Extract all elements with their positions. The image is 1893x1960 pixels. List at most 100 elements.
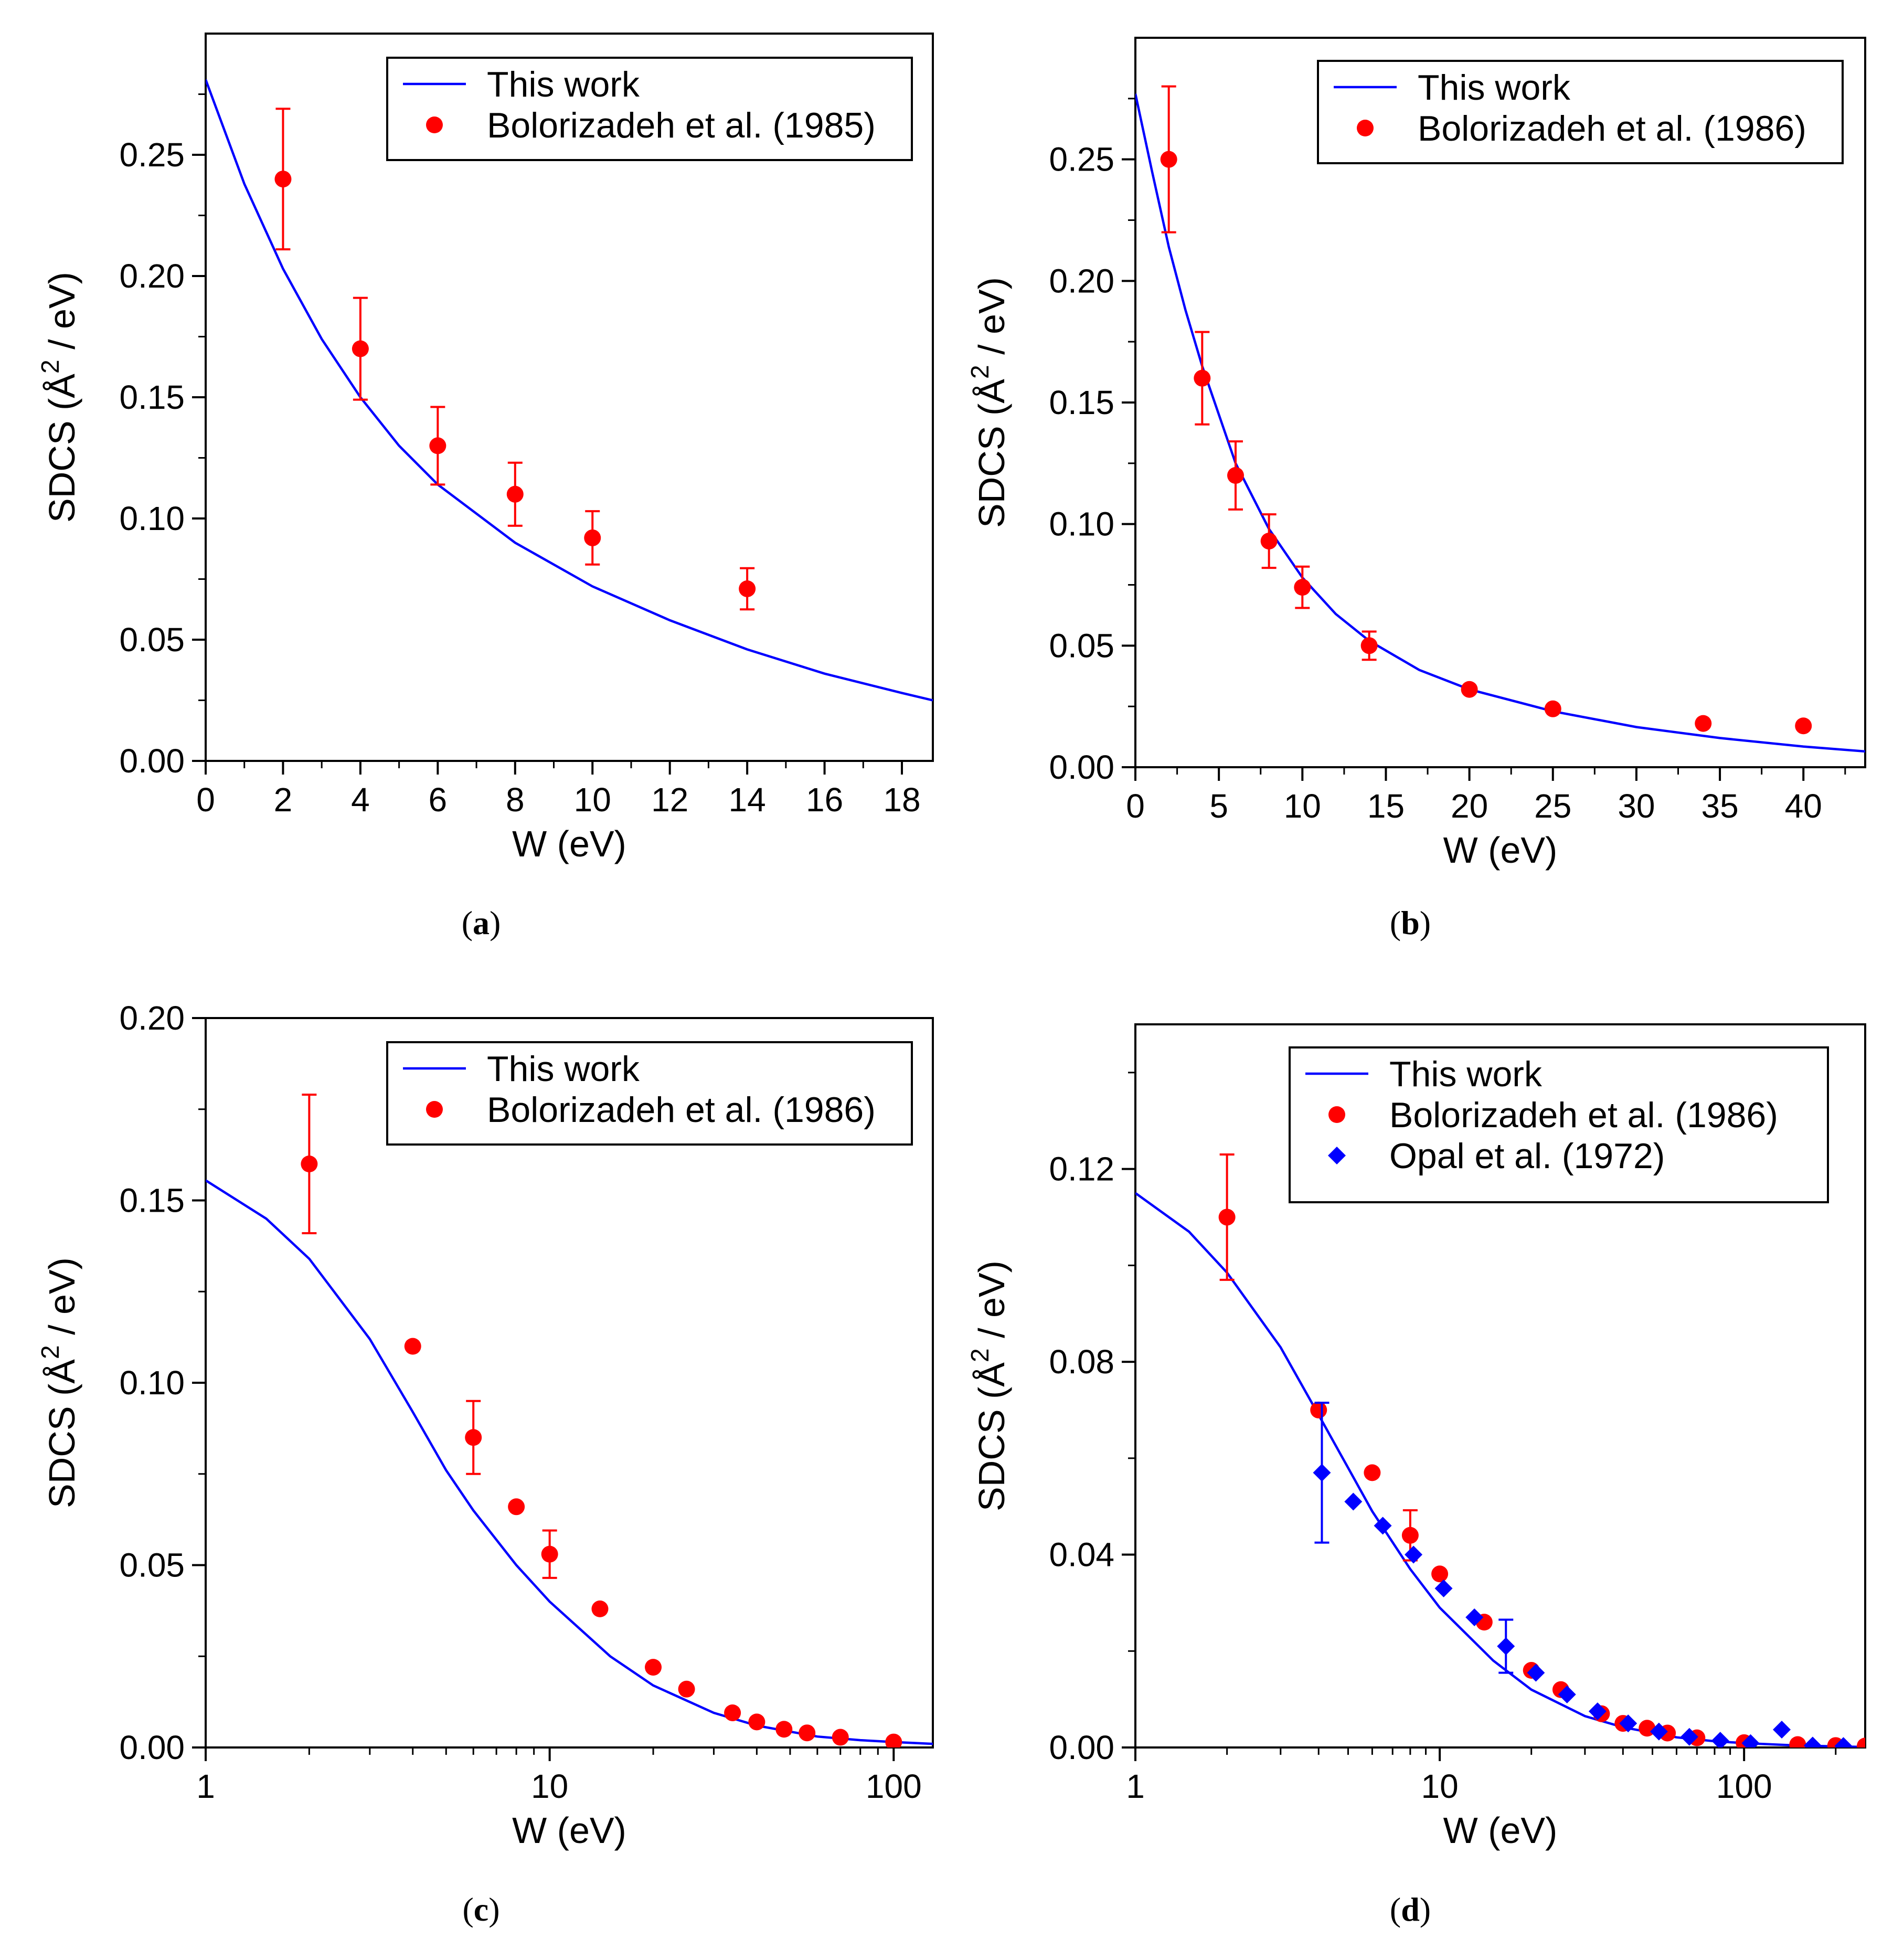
x-tick-label: 18 (883, 781, 920, 819)
plot-frame (1134, 1023, 1866, 1749)
data-point-diamond (1588, 1702, 1607, 1721)
y-tick-label: 0.15 (119, 1182, 185, 1220)
legend-label: Bolorizadeh et al. (1986) (1418, 109, 1806, 149)
x-tick-label: 14 (729, 781, 766, 819)
series-line-this-work (206, 79, 933, 702)
data-point-circle (274, 171, 292, 188)
legend-label: Opal et al. (1972) (1389, 1136, 1665, 1176)
data-point-circle (404, 1338, 421, 1355)
data-point-diamond (1834, 1737, 1853, 1747)
chart-panel-a: 0 2 4 6 8 10 12 14 16 18 0.00 0.05 0.10 0.15 0.20 0.25 W… (37, 33, 934, 941)
x-tick-label: 30 (1618, 787, 1655, 825)
x-tick-label: 100 (1716, 1767, 1772, 1805)
data-area (206, 1093, 933, 1747)
y-tick-label: 0.00 (1049, 1729, 1114, 1766)
data-point-diamond (1313, 1464, 1331, 1482)
data-point-circle (724, 1704, 741, 1721)
y-tick-label: 0.08 (1049, 1343, 1114, 1381)
series-line-this-work (1135, 93, 1865, 753)
x-tick-label: 5 (1209, 787, 1228, 825)
y-tick-label: 0.15 (1049, 384, 1114, 421)
data-point-circle (1364, 1464, 1381, 1481)
x-tick-label: 0 (1126, 787, 1145, 825)
x-tick-label: 10 (531, 1767, 568, 1805)
x-tick-label: 10 (1421, 1767, 1458, 1805)
legend-box (1289, 1046, 1829, 1203)
data-point-circle (1294, 579, 1311, 596)
y-tick-label: 0.00 (119, 1729, 185, 1766)
data-point-circle (645, 1659, 662, 1676)
data-point-circle (591, 1600, 609, 1617)
data-point-circle (1194, 369, 1211, 387)
data-point-circle (1857, 1737, 1865, 1747)
y-tick-label: 0.05 (119, 621, 185, 659)
y-tick-label: 0.25 (119, 136, 185, 174)
data-point-circle (1401, 1527, 1419, 1544)
data-point-diamond (1741, 1734, 1760, 1747)
data-area (206, 79, 933, 702)
data-point-circle (748, 1713, 765, 1731)
x-tick-label: 8 (506, 781, 525, 819)
x-tick-label: 20 (1451, 787, 1488, 825)
legend-circle-swatch (1357, 120, 1374, 136)
y-tick-label: 0.10 (1049, 505, 1114, 543)
y-tick-label: 0.04 (1049, 1536, 1114, 1574)
series-line-this-work (1135, 1192, 1865, 1747)
legend-label: Bolorizadeh et al. (1985) (487, 105, 876, 145)
data-point-circle (1227, 467, 1244, 484)
data-point-diamond (1344, 1492, 1363, 1511)
x-tick-label: 25 (1534, 787, 1571, 825)
chart-panel-b: 0 5 10 15 20 25 30 35 40 0.00 0.05 0.10 0.15 0.20 0.25… (966, 37, 1866, 941)
data-point-circle (1544, 700, 1561, 717)
data-point-diamond (1497, 1637, 1515, 1656)
y-tick-label: 0.20 (119, 257, 185, 295)
data-point-diamond (1619, 1714, 1637, 1733)
legend-label: This work (487, 1049, 640, 1089)
chart-panel-d: 1 10 100 0.00 0.04 0.08 0.12 W (eV) SDCS (Å2 / e… (966, 1023, 1866, 1928)
y-tick-label: 0.00 (119, 742, 185, 780)
y-tick-label: 0.12 (1049, 1150, 1114, 1188)
x-tick-label: 2 (274, 781, 293, 819)
x-tick-label: 4 (351, 781, 370, 819)
data-point-circle (678, 1680, 695, 1698)
data-point-diamond (1773, 1721, 1791, 1739)
data-point-circle (1360, 637, 1378, 654)
data-point-circle (301, 1156, 318, 1172)
legend-box (386, 1041, 913, 1146)
data-point-circle (1795, 717, 1812, 735)
x-tick-label: 6 (429, 781, 448, 819)
data-point-circle (799, 1724, 816, 1742)
panel-label: (b) (1390, 904, 1431, 941)
series-line-this-work (206, 1179, 933, 1745)
legend-box (386, 57, 913, 161)
y-axis-label: SDCS (Å2 / eV) (966, 1260, 1012, 1511)
y-axis-label: SDCS (Å2 / eV) (37, 1257, 82, 1508)
x-axis-label: W (eV) (1443, 830, 1558, 871)
x-tick-label: 35 (1701, 787, 1738, 825)
legend-circle-swatch (426, 1101, 443, 1118)
data-area (1135, 1153, 1865, 1747)
panel-label: (c) (462, 1891, 499, 1928)
y-tick-label: 0.20 (1049, 262, 1114, 300)
y-tick-label: 0.10 (119, 500, 185, 537)
data-point-circle (508, 1498, 525, 1516)
x-tick-label: 40 (1785, 787, 1822, 825)
data-point-circle (1789, 1736, 1806, 1747)
legend-label: This work (1389, 1054, 1543, 1094)
data-point-diamond (1434, 1579, 1453, 1597)
data-point-diamond (1680, 1728, 1698, 1746)
data-point-diamond (1527, 1664, 1545, 1682)
x-axis-label: W (eV) (1443, 1810, 1558, 1851)
x-tick-label: 1 (1126, 1767, 1145, 1805)
data-point-circle (1695, 715, 1712, 732)
data-point-circle (832, 1729, 849, 1746)
x-tick-label: 10 (574, 781, 611, 819)
chart-panel-c: 1 10 100 0.00 0.05 0.10 0.15 0.20 W (eV) SDCS (Å2… (37, 999, 934, 1928)
data-point-diamond (1650, 1722, 1668, 1741)
data-point-circle (1160, 151, 1177, 168)
panel-label: (d) (1390, 1891, 1431, 1928)
x-tick-label: 16 (806, 781, 843, 819)
